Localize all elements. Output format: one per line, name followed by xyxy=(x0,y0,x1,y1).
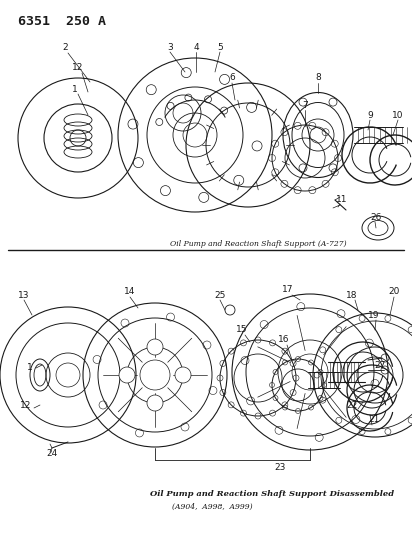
Text: 1: 1 xyxy=(72,85,78,94)
Text: Oil Pump and Reaction Shaft Support Disassembled: Oil Pump and Reaction Shaft Support Disa… xyxy=(150,490,394,498)
Text: 7: 7 xyxy=(302,101,308,109)
Text: (A904,  A998,  A999): (A904, A998, A999) xyxy=(172,503,253,511)
Text: 10: 10 xyxy=(392,110,404,119)
Text: 15: 15 xyxy=(236,326,248,335)
Text: 4: 4 xyxy=(193,43,199,52)
Text: 16: 16 xyxy=(278,335,290,344)
Circle shape xyxy=(119,367,135,383)
Text: 22: 22 xyxy=(346,400,358,409)
Text: 19: 19 xyxy=(368,311,380,319)
Text: 14: 14 xyxy=(124,287,136,296)
Text: 20: 20 xyxy=(389,287,400,296)
Text: 11: 11 xyxy=(336,196,347,205)
Circle shape xyxy=(147,395,163,411)
Text: 8: 8 xyxy=(315,74,321,83)
Text: 21: 21 xyxy=(368,416,380,424)
Text: 23: 23 xyxy=(274,463,286,472)
Text: 24: 24 xyxy=(47,448,58,457)
Text: 13: 13 xyxy=(18,290,30,300)
Text: 9: 9 xyxy=(367,110,373,119)
Text: Oil Pump and Reaction Shaft Support (A-727): Oil Pump and Reaction Shaft Support (A-7… xyxy=(170,240,346,248)
Text: 17: 17 xyxy=(282,286,294,295)
Text: 6351  250 A: 6351 250 A xyxy=(18,15,106,28)
Text: 25: 25 xyxy=(214,290,226,300)
Text: 6: 6 xyxy=(229,74,235,83)
Text: 27: 27 xyxy=(375,360,386,369)
Text: 1: 1 xyxy=(27,364,33,373)
Text: 5: 5 xyxy=(217,43,223,52)
Text: 12: 12 xyxy=(72,63,83,72)
Text: 2: 2 xyxy=(62,44,68,52)
Text: 26: 26 xyxy=(370,214,382,222)
Text: 18: 18 xyxy=(346,290,358,300)
Circle shape xyxy=(147,339,163,355)
Text: 12: 12 xyxy=(20,400,32,409)
Circle shape xyxy=(175,367,191,383)
Text: 3: 3 xyxy=(167,43,173,52)
